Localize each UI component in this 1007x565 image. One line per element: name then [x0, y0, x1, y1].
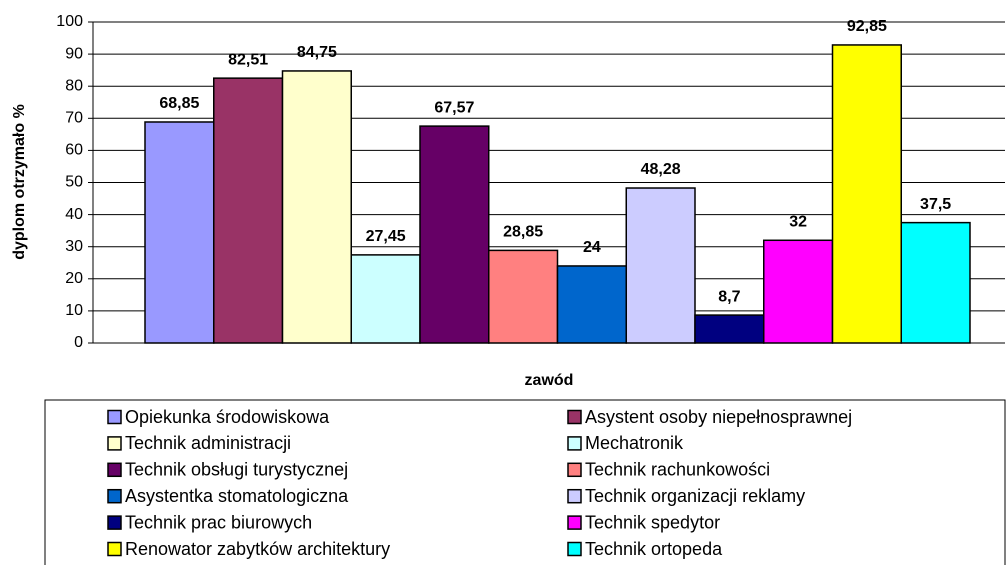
legend-label: Mechatronik — [585, 433, 684, 453]
data-label: 84,75 — [297, 44, 337, 61]
legend-swatch — [107, 462, 122, 478]
data-label: 82,51 — [228, 51, 268, 68]
legend-swatch — [567, 488, 582, 504]
legend-label: Technik ortopeda — [585, 539, 723, 559]
legend-swatch — [567, 409, 582, 425]
legend-label: Technik spedytor — [585, 512, 720, 532]
legend-swatch — [107, 409, 122, 425]
x-axis-title: zawód — [525, 372, 574, 389]
legend-box — [44, 399, 1006, 565]
legend-swatch — [107, 488, 122, 504]
legend-swatch — [107, 436, 122, 451]
legend-swatch — [567, 436, 582, 451]
bar — [625, 187, 696, 344]
legend-label: Technik obsługi turystycznej — [125, 460, 348, 480]
bar — [694, 314, 765, 344]
legend-label: Technik rachunkowości — [585, 460, 770, 480]
data-label: 48,28 — [641, 161, 681, 178]
data-label: 8,7 — [718, 288, 740, 305]
legend-label: Technik organizacji reklamy — [585, 486, 805, 506]
y-tick-label: 60 — [65, 142, 83, 159]
data-label: 28,85 — [503, 224, 543, 241]
bar — [350, 254, 421, 344]
legend-label: Renowator zabytków architektury — [125, 539, 390, 559]
y-tick-label: 0 — [74, 334, 83, 351]
y-tick-label: 20 — [65, 270, 83, 287]
data-label: 32 — [789, 213, 807, 230]
data-label: 27,45 — [366, 228, 406, 245]
legend-swatch — [567, 541, 582, 557]
y-tick-label: 10 — [65, 302, 83, 319]
legend-swatch — [107, 515, 122, 530]
bar — [488, 249, 559, 344]
y-tick-label: 80 — [65, 77, 83, 94]
y-tick-label: 30 — [65, 238, 83, 255]
y-axis-title: dyplom otrzymało % — [11, 104, 28, 260]
legend-label: Opiekunka środowiskowa — [125, 407, 330, 427]
data-label: 92,85 — [847, 18, 887, 35]
legend-label: Technik prac biurowych — [125, 512, 312, 532]
bar — [900, 221, 971, 344]
y-tick-label: 40 — [65, 206, 83, 223]
data-label: 37,5 — [920, 196, 951, 213]
bar — [831, 44, 902, 344]
bar — [281, 70, 352, 344]
legend-label: Asystentka stomatologiczna — [125, 486, 349, 506]
data-label: 67,57 — [434, 99, 474, 116]
legend-swatch — [567, 462, 582, 478]
y-tick-label: 90 — [65, 45, 83, 62]
legend-label: Technik administracji — [125, 433, 291, 453]
bar — [763, 239, 834, 344]
bar — [213, 77, 284, 344]
legend-swatch — [107, 541, 122, 557]
bar — [419, 125, 490, 344]
data-label: 68,85 — [159, 95, 199, 112]
bar — [144, 121, 215, 344]
data-label: 24 — [583, 239, 601, 256]
y-tick-label: 70 — [65, 110, 83, 127]
legend-label: Asystent osoby niepełnosprawnej — [585, 407, 852, 427]
y-tick-label: 50 — [65, 174, 83, 191]
bar — [556, 265, 627, 344]
legend-swatch — [567, 515, 582, 530]
y-tick-label: 100 — [56, 13, 83, 30]
